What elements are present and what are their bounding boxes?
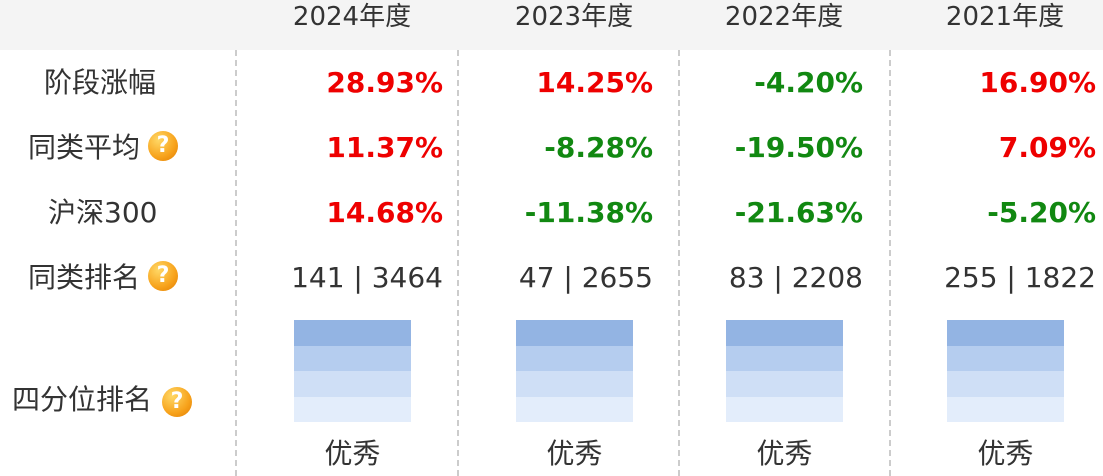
quartile-segment [726,371,843,397]
csi300-2022: -21.63% [734,196,863,229]
quartile-rating-2021: 优秀 [977,437,1034,470]
quartile-rating-2023: 优秀 [546,437,603,470]
quartile-segment [516,396,633,422]
row-label-stage-gain: 阶段涨幅 [0,63,236,103]
quartile-segment [947,345,1064,371]
quartile-segment [294,345,411,371]
quartile-rating-2022: 优秀 [756,437,813,470]
row-label-text: 四分位排名 [12,383,153,416]
column-divider [235,50,237,476]
column-divider [457,50,459,476]
peer-rank-2023: 47 | 2655 [518,261,653,294]
column-divider [678,50,680,476]
quartile-segment [294,371,411,397]
csi300-2023: -11.38% [524,196,653,229]
quartile-bar-2022 [726,320,843,422]
peer-average-2024: 11.37% [326,131,443,164]
peer-average-2021: 7.09% [998,131,1096,164]
peer-rank-2024: 141 | 3464 [291,261,443,294]
quartile-segment [294,396,411,422]
row-label-peer-rank: 同类排名 ? [0,258,236,298]
csi300-2021: -5.20% [987,196,1096,229]
row-label-peer-average: 同类平均 ? [0,128,236,168]
peer-average-2022: -19.50% [734,131,863,164]
row-label-quartile-rank: 四分位排名 ? [0,380,236,420]
stage-gain-2022: -4.20% [754,66,863,99]
row-label-csi300: 沪深300 [0,193,236,233]
row-label-text: 同类平均 [28,131,141,164]
row-label-text: 沪深300 [48,196,158,229]
question-icon[interactable]: ? [162,387,192,417]
row-label-text: 阶段涨幅 [44,66,157,99]
quartile-segment [947,371,1064,397]
quartile-rating-2024: 优秀 [324,437,381,470]
stage-gain-2021: 16.90% [979,66,1096,99]
year-header-2021: 2021年度 [945,2,1065,32]
quartile-bar-2021 [947,320,1064,422]
year-header-2023: 2023年度 [514,2,634,32]
quartile-segment [726,320,843,346]
quartile-segment [726,345,843,371]
quartile-segment [516,320,633,346]
quartile-bar-2024 [294,320,411,422]
quartile-bar-2023 [516,320,633,422]
year-header-2022: 2022年度 [724,2,844,32]
quartile-segment [947,396,1064,422]
table-header: 2024年度 2023年度 2022年度 2021年度 [0,0,1103,50]
csi300-2024: 14.68% [326,196,443,229]
peer-rank-2022: 83 | 2208 [728,261,863,294]
quartile-segment [947,320,1064,346]
column-divider [889,50,891,476]
stage-gain-2024: 28.93% [326,66,443,99]
quartile-segment [516,345,633,371]
row-label-text: 同类排名 [28,261,141,294]
peer-average-2023: -8.28% [544,131,653,164]
quartile-segment [516,371,633,397]
year-header-2024: 2024年度 [292,2,412,32]
stage-gain-2023: 14.25% [536,66,653,99]
peer-rank-2021: 255 | 1822 [944,261,1096,294]
quartile-segment [726,396,843,422]
question-icon[interactable]: ? [148,261,178,291]
quartile-segment [294,320,411,346]
question-icon[interactable]: ? [148,131,178,161]
